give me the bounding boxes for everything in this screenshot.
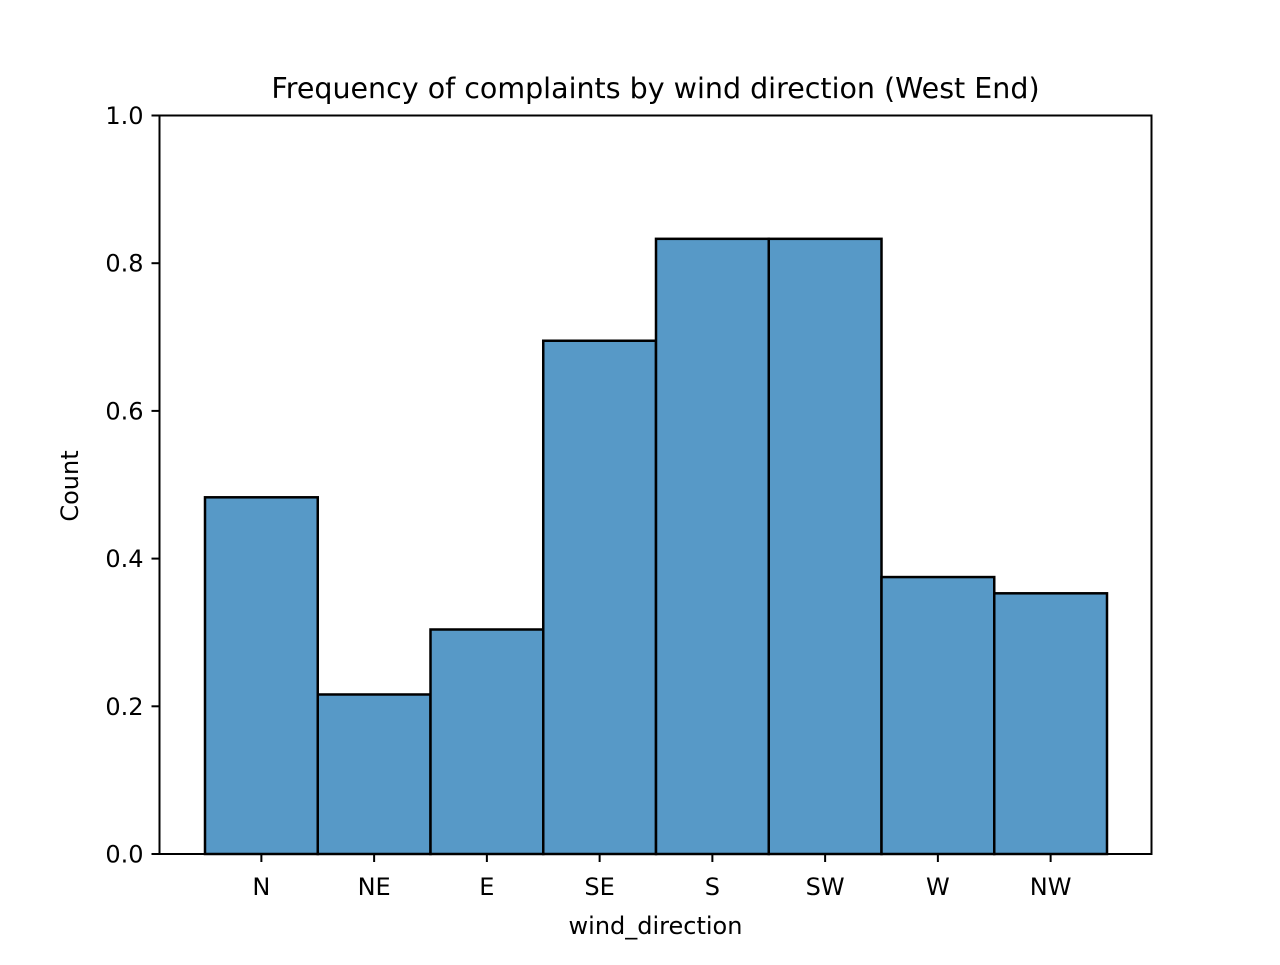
x-axis-ticks: N NE E SE S SW W NW — [252, 854, 1071, 901]
bar-w — [880, 575, 996, 856]
x-axis-label: wind_direction — [569, 912, 743, 940]
y-tick-label: 0.0 — [105, 841, 143, 869]
x-tick-label: S — [705, 873, 720, 901]
x-tick-label: SE — [584, 873, 614, 901]
y-tick-label: 0.8 — [105, 250, 143, 278]
bar-se — [542, 339, 658, 856]
chart-title: Frequency of complaints by wind directio… — [271, 72, 1039, 105]
y-axis-ticks: 0.0 0.2 0.4 0.6 0.8 1.0 — [105, 102, 160, 869]
y-tick-label: 0.4 — [105, 545, 143, 573]
x-tick-label: E — [479, 873, 494, 901]
bar-sw — [767, 237, 883, 856]
x-tick-label: NE — [358, 873, 391, 901]
axes-frame — [158, 114, 1153, 855]
bars-group — [203, 237, 1109, 856]
y-tick-label: 0.6 — [105, 397, 143, 425]
bar-n — [203, 496, 319, 856]
y-axis-label: Count — [56, 450, 84, 521]
bar-e — [429, 628, 545, 856]
x-tick-label: W — [926, 873, 950, 901]
x-tick-label: NW — [1030, 873, 1072, 901]
x-tick-label: SW — [806, 873, 845, 901]
y-tick-label: 0.2 — [105, 693, 143, 721]
bar-nw — [993, 592, 1109, 856]
x-tick-label: N — [252, 873, 270, 901]
bar-s — [654, 237, 770, 856]
y-tick-label: 1.0 — [105, 102, 143, 130]
bar-ne — [316, 693, 432, 856]
